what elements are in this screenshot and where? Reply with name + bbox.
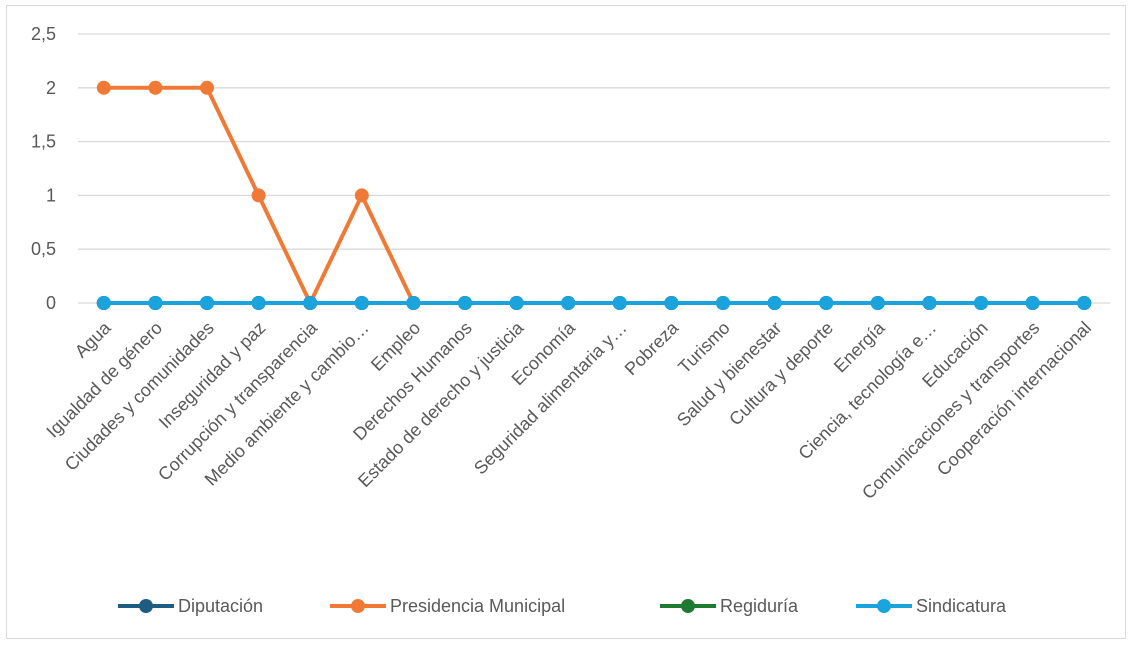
data-point	[148, 80, 163, 95]
data-point	[96, 80, 111, 95]
legend-label: Regiduría	[720, 596, 799, 616]
legend-swatch-marker	[351, 599, 365, 613]
legend-item: Sindicatura	[856, 596, 1007, 616]
data-point	[974, 296, 988, 310]
data-point	[509, 296, 524, 310]
data-point	[870, 296, 885, 310]
legend-item: Diputación	[118, 596, 263, 616]
data-point	[664, 296, 679, 310]
y-tick-label: 2	[46, 78, 56, 98]
data-point	[819, 296, 834, 310]
data-point	[1077, 296, 1092, 310]
data-point	[1025, 296, 1040, 310]
legend-label: Diputación	[178, 596, 263, 616]
y-tick-label: 1,5	[31, 132, 56, 152]
legend: Diputación Presidencia Municipal Regiduría…	[118, 596, 1007, 616]
data-point	[148, 296, 163, 310]
series-presidencia-municipal	[96, 80, 421, 310]
data-point	[96, 296, 111, 310]
data-point	[200, 296, 214, 310]
legend-item: Presidencia Municipal	[330, 596, 565, 616]
series-lines	[96, 80, 1092, 310]
data-point	[251, 188, 266, 203]
legend-swatch-marker	[681, 599, 695, 613]
y-axis-ticks: 0 0,5 1 1,5 2 2,5	[31, 24, 56, 313]
legend-swatch-marker	[139, 599, 153, 613]
legend-label: Presidencia Municipal	[390, 596, 565, 616]
data-point	[251, 296, 266, 310]
y-tick-label: 2,5	[31, 24, 56, 44]
data-point	[200, 80, 214, 95]
data-point	[354, 296, 369, 310]
y-tick-label: 1	[46, 185, 56, 205]
data-point	[354, 188, 369, 203]
data-point	[561, 296, 576, 310]
y-tick-label: 0,5	[31, 239, 56, 259]
gridlines	[78, 33, 1110, 304]
legend-label: Sindicatura	[916, 596, 1007, 616]
legend-item: Regiduría	[660, 596, 799, 616]
data-point	[612, 296, 627, 310]
chart-frame	[6, 5, 1126, 639]
data-point	[767, 296, 782, 310]
x-tick-label: Agua	[71, 317, 116, 362]
legend-swatch-marker	[877, 599, 891, 613]
series-sindicatura	[96, 296, 1092, 310]
data-point	[458, 296, 472, 310]
data-point	[406, 296, 421, 310]
data-point	[303, 296, 318, 310]
data-point	[716, 296, 730, 310]
data-point	[922, 296, 937, 310]
y-tick-label: 0	[46, 293, 56, 313]
x-tick-label: Pobreza	[621, 317, 683, 379]
